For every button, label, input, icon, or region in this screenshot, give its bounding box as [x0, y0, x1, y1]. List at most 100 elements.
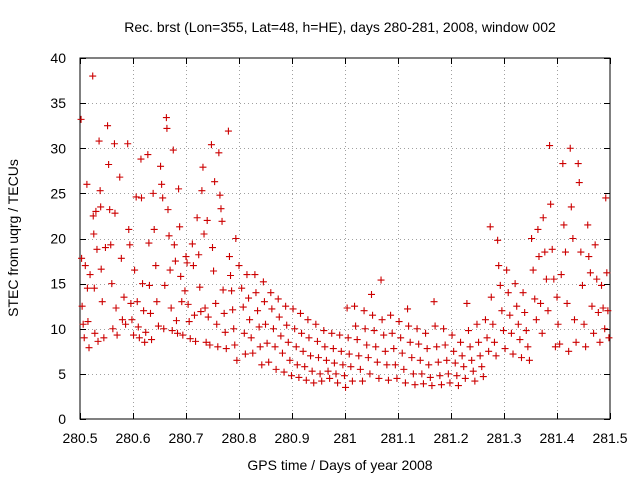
data-point — [126, 241, 134, 249]
data-point — [457, 338, 465, 346]
data-point — [481, 316, 489, 324]
data-point — [278, 349, 286, 357]
data-point — [176, 223, 184, 231]
data-point — [494, 236, 502, 244]
data-point — [200, 230, 208, 238]
y-tick-label: 25 — [50, 185, 66, 201]
data-point — [188, 240, 196, 248]
data-point — [358, 377, 366, 385]
data-point — [235, 262, 243, 270]
data-point — [182, 253, 190, 261]
x-tick-label: 280.6 — [115, 430, 150, 446]
data-point — [148, 336, 156, 344]
data-point — [206, 341, 214, 349]
data-point — [84, 318, 92, 326]
data-point — [274, 295, 282, 303]
grid-lines — [80, 58, 610, 419]
data-point — [145, 281, 153, 289]
data-point — [337, 347, 345, 355]
data-point — [135, 334, 143, 342]
data-point — [112, 304, 120, 312]
data-point — [514, 320, 522, 328]
data-point — [580, 320, 588, 328]
data-point — [220, 309, 228, 317]
data-point — [390, 345, 398, 353]
data-point — [425, 361, 433, 369]
data-point — [451, 359, 459, 367]
data-point — [487, 293, 495, 301]
data-point — [91, 329, 99, 337]
data-point — [195, 251, 203, 259]
data-point — [509, 350, 517, 358]
data-point — [328, 329, 336, 337]
data-point — [133, 298, 141, 306]
data-point — [137, 155, 145, 163]
data-point — [416, 356, 424, 364]
data-point — [548, 245, 556, 253]
x-tick-label: 281 — [333, 430, 357, 446]
data-point — [409, 370, 417, 378]
data-point — [78, 254, 86, 262]
data-point — [263, 339, 271, 347]
data-point — [301, 363, 309, 371]
x-tick-label: 281.1 — [380, 430, 415, 446]
data-point — [160, 325, 168, 333]
data-point — [265, 358, 273, 366]
data-point — [535, 253, 543, 261]
data-point — [347, 363, 355, 371]
data-point — [161, 281, 169, 289]
data-point — [363, 341, 371, 349]
data-point — [370, 327, 378, 335]
data-point — [291, 325, 299, 333]
data-point — [178, 298, 186, 306]
data-point — [77, 115, 85, 123]
data-point — [436, 372, 444, 380]
data-point — [348, 377, 356, 385]
data-point — [428, 382, 436, 390]
data-point — [130, 331, 138, 339]
data-point — [134, 323, 142, 331]
data-point — [360, 307, 368, 315]
data-point — [267, 289, 275, 297]
data-point — [567, 203, 575, 211]
data-point — [464, 327, 472, 335]
data-point — [590, 329, 598, 337]
data-point — [107, 241, 115, 249]
data-point — [189, 262, 197, 270]
data-point — [283, 321, 291, 329]
data-point — [366, 370, 374, 378]
data-point — [507, 329, 515, 337]
data-point — [171, 257, 179, 265]
data-point — [193, 214, 201, 222]
data-point — [395, 318, 403, 326]
data-point — [434, 358, 442, 366]
data-point — [355, 352, 363, 360]
data-point — [594, 309, 602, 317]
data-point — [83, 180, 91, 188]
data-point — [604, 307, 612, 315]
data-point — [461, 374, 469, 382]
data-point — [255, 323, 263, 331]
data-point — [122, 320, 130, 328]
data-point — [539, 214, 547, 222]
data-point — [324, 367, 332, 375]
data-point — [560, 221, 568, 229]
data-point — [258, 361, 266, 369]
data-point — [209, 244, 216, 252]
data-point — [150, 225, 158, 233]
data-point — [463, 299, 471, 307]
data-point — [231, 341, 239, 349]
data-point — [605, 334, 613, 342]
data-point — [585, 253, 593, 261]
data-point — [602, 194, 610, 202]
data-point — [289, 305, 297, 313]
data-point — [210, 267, 218, 275]
data-point — [241, 350, 249, 358]
data-point — [591, 241, 599, 249]
data-point — [534, 225, 542, 233]
data-point — [192, 337, 200, 345]
data-point — [476, 352, 484, 360]
data-point — [384, 376, 392, 384]
data-point — [120, 293, 128, 301]
data-point — [557, 271, 565, 279]
